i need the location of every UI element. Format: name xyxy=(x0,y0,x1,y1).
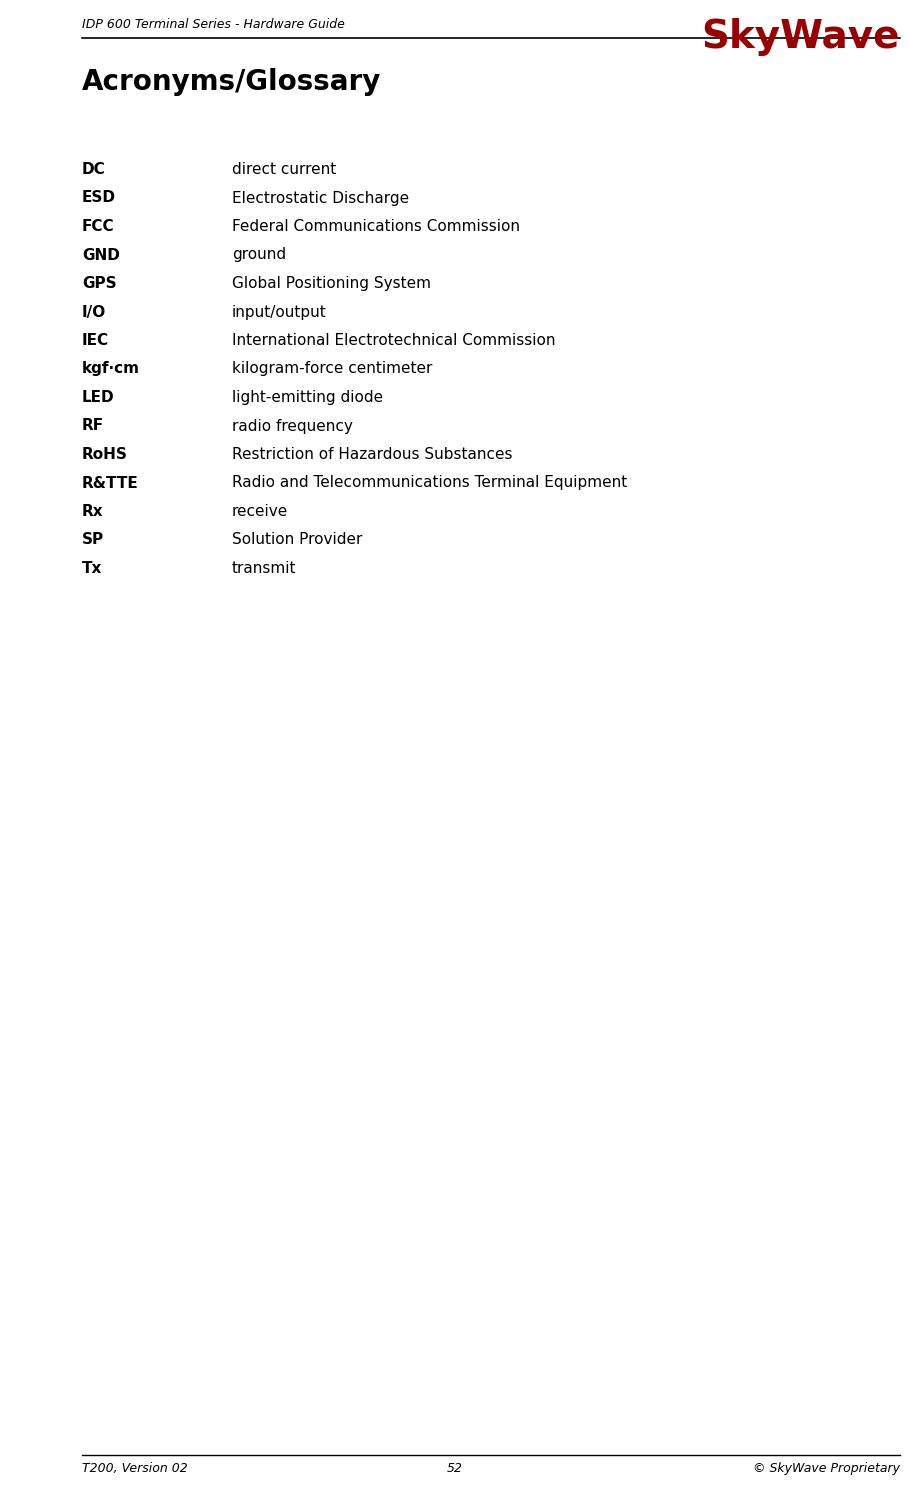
Text: DC: DC xyxy=(82,163,106,178)
Text: Tx: Tx xyxy=(82,561,102,576)
Text: kilogram-force centimeter: kilogram-force centimeter xyxy=(232,361,432,376)
Text: IDP 600 Terminal Series - Hardware Guide: IDP 600 Terminal Series - Hardware Guide xyxy=(82,18,345,31)
Text: GPS: GPS xyxy=(82,276,116,291)
Text: light-emitting diode: light-emitting diode xyxy=(232,390,383,405)
Text: FCC: FCC xyxy=(82,219,115,234)
Text: Federal Communications Commission: Federal Communications Commission xyxy=(232,219,520,234)
Text: radio frequency: radio frequency xyxy=(232,418,353,433)
Text: T200, Version 02: T200, Version 02 xyxy=(82,1462,187,1475)
Text: SkyWave: SkyWave xyxy=(702,18,900,57)
Text: Rx: Rx xyxy=(82,505,104,520)
Text: R&TTE: R&TTE xyxy=(82,475,138,491)
Text: Restriction of Hazardous Substances: Restriction of Hazardous Substances xyxy=(232,446,512,461)
Text: kgf·cm: kgf·cm xyxy=(82,361,140,376)
Text: ground: ground xyxy=(232,248,286,263)
Text: Radio and Telecommunications Terminal Equipment: Radio and Telecommunications Terminal Eq… xyxy=(232,475,627,491)
Text: IEC: IEC xyxy=(82,333,109,348)
Text: receive: receive xyxy=(232,505,288,520)
Text: transmit: transmit xyxy=(232,561,297,576)
Text: ESD: ESD xyxy=(82,191,116,206)
Text: International Electrotechnical Commission: International Electrotechnical Commissio… xyxy=(232,333,555,348)
Text: GND: GND xyxy=(82,248,120,263)
Text: Electrostatic Discharge: Electrostatic Discharge xyxy=(232,191,410,206)
Text: LED: LED xyxy=(82,390,115,405)
Text: input/output: input/output xyxy=(232,305,327,320)
Text: direct current: direct current xyxy=(232,163,337,178)
Text: 52: 52 xyxy=(447,1462,463,1475)
Text: I/O: I/O xyxy=(82,305,106,320)
Text: Acronyms/Glossary: Acronyms/Glossary xyxy=(82,69,381,96)
Text: RoHS: RoHS xyxy=(82,446,127,461)
Text: Global Positioning System: Global Positioning System xyxy=(232,276,431,291)
Text: SP: SP xyxy=(82,533,104,548)
Text: RF: RF xyxy=(82,418,104,433)
Text: Solution Provider: Solution Provider xyxy=(232,533,362,548)
Text: © SkyWave Proprietary: © SkyWave Proprietary xyxy=(753,1462,900,1475)
